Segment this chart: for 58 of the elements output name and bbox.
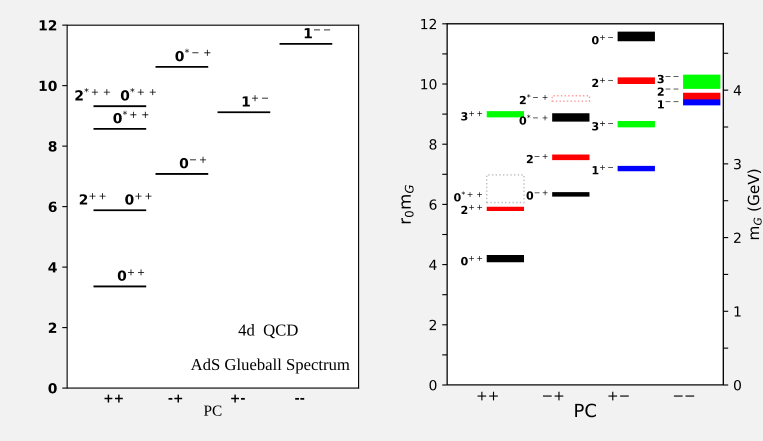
annotation: 3$^{+−}$ — [592, 121, 613, 130]
x-tick-label: −− — [674, 395, 694, 397]
y-tick-label: 10 — [40, 80, 57, 92]
annotation: 0$^{−+}$ — [180, 156, 206, 168]
y-tick-label: 2 — [430, 320, 436, 330]
y-tick-label: 10 — [421, 78, 436, 90]
x-tick-label: ++ — [104, 394, 123, 402]
x-axis-title: PC — [575, 404, 596, 418]
y-tick-label: 4 — [48, 262, 57, 272]
y-tick-label: 0 — [48, 383, 57, 394]
y2-tick-label: 3 — [734, 158, 741, 170]
y-tick-label: 12 — [421, 18, 436, 30]
annotation: 4d QCD — [238, 324, 298, 338]
y-tick-label: 8 — [48, 141, 57, 152]
x-tick-label: −+ — [542, 392, 564, 400]
y2-tick-label: 0 — [734, 380, 741, 390]
annotation: 0$^{++}$ — [125, 193, 152, 205]
annotation: AdS Glueball Spectrum — [190, 358, 350, 374]
annotation: 2$^{*++}$ — [75, 88, 110, 100]
x-axis-title: PC — [204, 406, 222, 416]
y-tick-label: 6 — [48, 202, 57, 212]
annotation: 1$^{−−}$ — [658, 100, 678, 108]
y2-tick-label: 1 — [734, 306, 741, 317]
x-tick-label: -- — [295, 398, 304, 400]
y-tick-label: 2 — [48, 322, 56, 333]
x-tick-label: +− — [608, 392, 629, 400]
y-tick-label: 12 — [40, 20, 56, 30]
annotation: 0$^{*++}$ — [454, 191, 482, 202]
annotation: 0$^{*++}$ — [113, 110, 148, 124]
annotation: 0$^{*++}$ — [120, 88, 156, 101]
annotation: 2$^{++}$ — [461, 204, 482, 214]
annotation: 2$^{++}$ — [80, 193, 106, 205]
y-axis-title: r$_{0}$m$_{G}$ — [401, 185, 414, 224]
annotation: 2$^{*−+}$ — [520, 94, 548, 104]
annotation: 1$^{−−}$ — [304, 28, 330, 38]
annotation: 1$^{+−}$ — [592, 165, 613, 174]
annotation: 3$^{++}$ — [461, 111, 482, 121]
y2-tick-label: 2 — [734, 232, 740, 243]
annotation: 0$^{++}$ — [461, 256, 482, 266]
annotation: 0$^{*−+}$ — [520, 114, 548, 125]
y2-tick-label: 4 — [734, 85, 742, 96]
x-tick-label: +- — [231, 394, 245, 402]
annotation: 0$^{++}$ — [118, 269, 144, 281]
annotation: 3$^{−−}$ — [658, 74, 678, 84]
y2-axis-title: m$_{G}$ (GeV) — [747, 170, 762, 240]
annotation: 1$^{+−}$ — [242, 95, 268, 107]
annotation: 0$^{−+}$ — [526, 190, 548, 200]
annotation: 2$^{−−}$ — [658, 87, 678, 96]
y-tick-label: 6 — [430, 199, 437, 210]
annotation: 2$^{+−}$ — [592, 78, 613, 87]
annotation: 0$^{+−}$ — [592, 35, 613, 44]
y-tick-label: 0 — [429, 380, 436, 390]
annotation: 2$^{−+}$ — [526, 154, 548, 164]
y-tick-label: 8 — [430, 139, 436, 150]
annotation: 0$^{*−+}$ — [175, 48, 210, 62]
y-tick-label: 4 — [429, 260, 437, 270]
x-tick-label: -+ — [168, 394, 182, 402]
x-tick-label: ++ — [478, 392, 498, 400]
